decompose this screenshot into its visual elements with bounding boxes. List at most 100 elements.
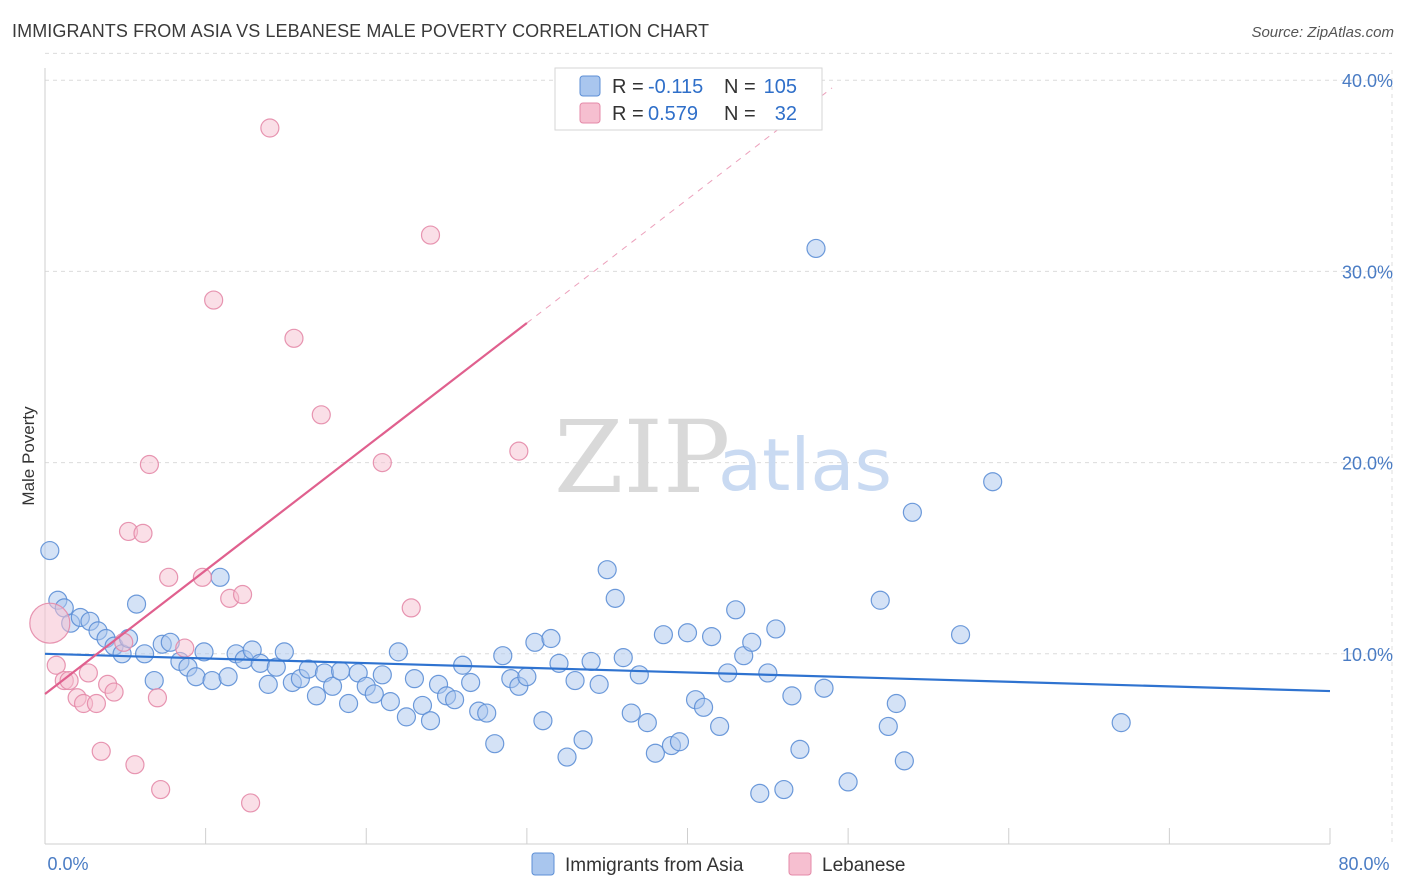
blue-point-20: [202, 670, 222, 691]
pink-point-6: [78, 663, 98, 683]
pink-point-3: [59, 670, 79, 691]
pink-point-20: [192, 567, 213, 587]
pink-point-14: [133, 523, 153, 543]
legend-r-label-1: R =: [612, 103, 644, 125]
trend-lines: [44, 87, 1331, 695]
blue-point-59: [517, 667, 537, 687]
pink-point-27: [311, 405, 331, 425]
grid-lines: [45, 52, 1393, 844]
blue-point-13: [144, 670, 164, 691]
blue-point-89: [758, 663, 778, 683]
blue-point-67: [581, 651, 601, 672]
blue-point-56: [493, 646, 513, 666]
blue-point-82: [701, 626, 722, 647]
blue-point-68: [589, 674, 609, 694]
pink-point-29: [401, 598, 421, 618]
blue-point-99: [886, 693, 906, 714]
blue-point-93: [790, 739, 810, 760]
blue-point-28: [266, 657, 286, 677]
blue-point-0: [40, 540, 60, 561]
blue-point-43: [388, 642, 408, 662]
blue-point-60: [525, 632, 545, 652]
blue-point-71: [613, 648, 633, 668]
legend-n-value-1: 32: [775, 103, 797, 125]
blue-point-41: [372, 665, 392, 685]
blue-point-95: [814, 678, 834, 698]
pink-point-1: [46, 655, 66, 675]
blue-point-98: [878, 716, 898, 737]
pink-point-21: [204, 290, 224, 310]
legend-n-label-0: N =: [724, 76, 756, 98]
blue-point-91: [774, 779, 794, 800]
blue-point-37: [338, 693, 359, 714]
series-immigrants-from-asia-points: [40, 238, 1131, 803]
legend: R = -0.115 N = 105 R = 0.579 N = 32: [554, 67, 823, 131]
blue-point-101: [902, 502, 922, 522]
blue-point-54: [477, 703, 497, 723]
blue-point-12: [134, 644, 155, 664]
series-lebanese-points: [29, 118, 529, 813]
x-ticks: [205, 828, 1331, 844]
blue-point-102: [950, 625, 971, 645]
blue-point-33: [306, 686, 327, 706]
blue-point-65: [565, 670, 585, 691]
blue-point-29: [274, 642, 294, 662]
legend-r-value-0: -0.115: [648, 76, 703, 98]
blue-point-90: [766, 619, 786, 639]
blue-point-22: [218, 667, 238, 687]
y-tick-label-2: 30.0%: [1342, 262, 1393, 282]
pink-point-8: [91, 741, 111, 761]
pink-point-19: [175, 638, 195, 658]
pink-point-26: [284, 328, 304, 348]
blue-point-26: [250, 653, 270, 673]
pink-point-7: [86, 693, 107, 714]
blue-point-35: [322, 676, 343, 696]
trend-line-immigrants-from-asia: [44, 652, 1331, 693]
bottom-legend-label-pink: Lebanese: [822, 855, 905, 876]
blue-point-76: [653, 625, 674, 645]
blue-point-72: [621, 703, 641, 723]
blue-point-62: [541, 628, 561, 649]
blue-point-42: [380, 691, 400, 712]
blue-point-52: [461, 672, 481, 693]
legend-n-value-0: 105: [764, 76, 797, 98]
blue-point-92: [782, 686, 802, 706]
blue-point-36: [330, 661, 351, 681]
x-tick-label-1: 80.0%: [1338, 854, 1389, 874]
blue-point-61: [533, 711, 553, 731]
blue-point-85: [726, 600, 746, 620]
pink-point-18: [159, 567, 179, 587]
blue-point-46: [412, 695, 433, 716]
pink-point-17: [151, 779, 171, 800]
chart-title: IMMIGRANTS FROM ASIA VS LEBANESE MALE PO…: [12, 21, 710, 41]
blue-point-78: [669, 732, 690, 752]
blue-point-64: [557, 747, 577, 767]
blue-point-83: [710, 716, 730, 737]
blue-point-73: [629, 665, 649, 685]
y-tick-label-0: 10.0%: [1342, 645, 1393, 665]
blue-point-96: [838, 772, 858, 792]
blue-point-45: [404, 669, 425, 689]
pink-point-13: [125, 755, 145, 775]
pink-point-23: [232, 584, 253, 605]
bottom-legend-swatch-pink: [788, 852, 812, 876]
blue-point-94: [806, 238, 826, 259]
watermark-atlas: atlas: [718, 423, 892, 507]
pink-point-11: [114, 632, 134, 652]
pink-point-31: [509, 441, 529, 461]
blue-point-18: [186, 667, 206, 687]
blue-point-103: [983, 472, 1003, 492]
pink-point-30: [420, 225, 441, 245]
y-tick-label-3: 40.0%: [1342, 71, 1393, 91]
watermark-zip: ZIP: [554, 399, 730, 516]
blue-point-50: [444, 690, 465, 710]
blue-point-69: [597, 560, 617, 580]
x-tick-label-0: 0.0%: [47, 854, 88, 874]
legend-r-value-1: 0.579: [648, 103, 698, 125]
legend-swatch-pink: [579, 102, 601, 124]
trend-line-lebanese-extension: [526, 87, 833, 324]
pink-point-24: [241, 793, 261, 813]
y-tick-labels: 10.0% 20.0% 30.0% 40.0%: [1342, 71, 1393, 665]
blue-point-87: [742, 632, 762, 652]
blue-point-74: [637, 713, 657, 733]
